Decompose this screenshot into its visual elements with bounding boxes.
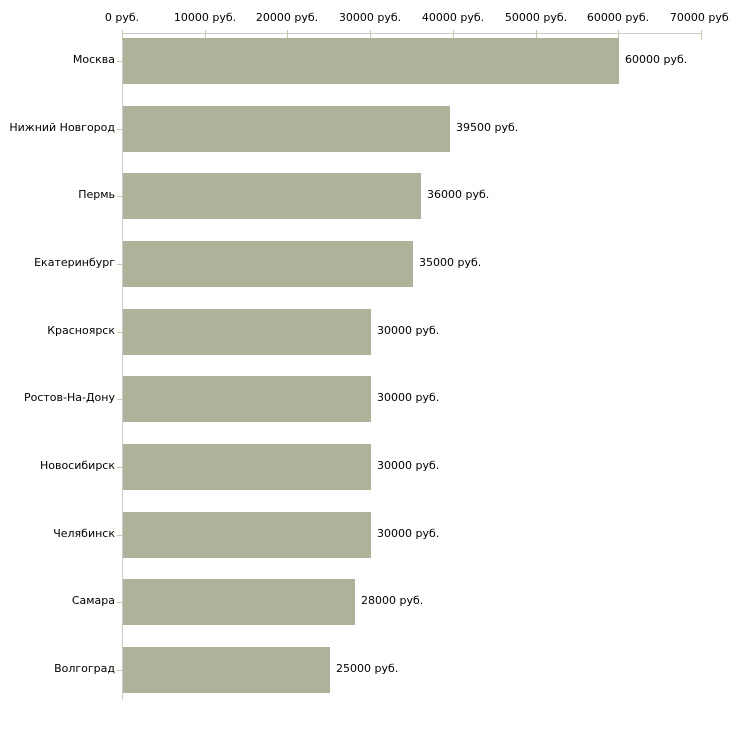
value-label: 36000 руб. (427, 188, 490, 201)
category-label: Пермь (78, 188, 115, 201)
value-label: 30000 руб. (377, 527, 440, 540)
bar (123, 173, 421, 219)
x-axis-tick-label: 70000 руб. (669, 11, 730, 24)
category-label: Ростов-На-Дону (23, 391, 115, 404)
x-axis-tick (370, 30, 371, 40)
category-tick (117, 602, 122, 603)
x-axis-tick (701, 30, 702, 40)
x-axis-tick (287, 30, 288, 40)
y-axis-line (122, 33, 123, 700)
x-axis-line (122, 33, 702, 34)
x-axis-tick (122, 30, 123, 40)
category-tick (117, 399, 122, 400)
bar (123, 241, 413, 287)
category-tick (117, 129, 122, 130)
x-axis-tick-label: 30000 руб. (338, 11, 402, 24)
category-label: Москва (72, 53, 115, 66)
category-tick (117, 535, 122, 536)
category-tick (117, 332, 122, 333)
category-tick (117, 264, 122, 265)
x-axis-tick-label: 0 руб. (104, 11, 140, 24)
x-axis-tick (536, 30, 537, 40)
value-label: 30000 руб. (377, 391, 440, 404)
x-axis-tick (618, 30, 619, 40)
x-axis-tick-label: 40000 руб. (421, 11, 485, 24)
bar (123, 579, 355, 625)
x-axis-tick (453, 30, 454, 40)
category-label: Нижний Новгород (9, 121, 115, 134)
value-label: 25000 руб. (336, 662, 399, 675)
bar (123, 309, 371, 355)
bar (123, 376, 371, 422)
bar (123, 106, 450, 152)
category-label: Челябинск (53, 527, 115, 540)
category-tick (117, 61, 122, 62)
category-tick (117, 196, 122, 197)
category-tick (117, 467, 122, 468)
category-label: Екатеринбург (34, 256, 115, 269)
category-label: Волгоград (54, 662, 115, 675)
category-label: Новосибирск (39, 459, 115, 472)
value-label: 35000 руб. (419, 256, 482, 269)
value-label: 60000 руб. (625, 53, 688, 66)
x-axis-tick-label: 10000 руб. (173, 11, 237, 24)
category-tick (117, 670, 122, 671)
value-label: 39500 руб. (456, 121, 519, 134)
x-axis-tick-label: 50000 руб. (504, 11, 568, 24)
x-axis-tick-label: 60000 руб. (586, 11, 650, 24)
category-label: Самара (71, 594, 115, 607)
bar (123, 38, 619, 84)
value-label: 30000 руб. (377, 324, 440, 337)
x-axis-tick (205, 30, 206, 40)
x-axis-tick-label: 20000 руб. (255, 11, 319, 24)
bar (123, 647, 330, 693)
value-label: 30000 руб. (377, 459, 440, 472)
bar (123, 512, 371, 558)
value-label: 28000 руб. (361, 594, 424, 607)
bar (123, 444, 371, 490)
category-label: Красноярск (47, 324, 115, 337)
